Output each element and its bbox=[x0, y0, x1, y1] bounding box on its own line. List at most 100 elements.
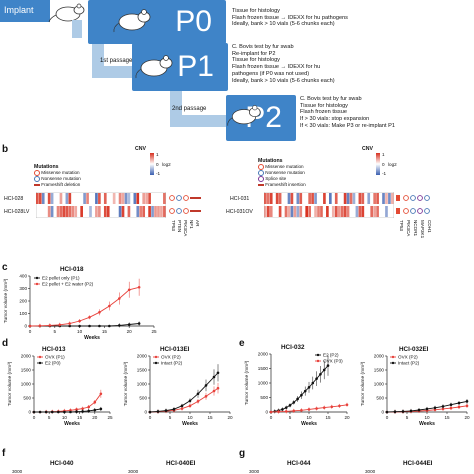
data-point bbox=[441, 407, 445, 411]
p1-bullet: Flash frozen tissue → IDEXX for hu bbox=[232, 64, 321, 71]
y-tick-label: 1000 bbox=[258, 381, 269, 386]
legend-label: OVX (P3) bbox=[323, 359, 343, 364]
series-line bbox=[149, 372, 219, 413]
data-point bbox=[137, 285, 141, 289]
y-tick-label: 1500 bbox=[137, 368, 148, 373]
cnv-cell bbox=[98, 206, 101, 217]
cnv-cell bbox=[296, 206, 300, 217]
mouse-icon bbox=[48, 3, 85, 23]
data-point bbox=[68, 322, 71, 325]
y-axis-label: Tumor volume (mm³) bbox=[244, 360, 250, 405]
data-point bbox=[401, 410, 405, 413]
gene-label: PIK3CA bbox=[406, 220, 411, 237]
p0-bullet: Tissue for histology bbox=[232, 8, 280, 14]
cnv-cell bbox=[127, 206, 131, 217]
cnv-cell bbox=[385, 206, 388, 217]
cnv-cell bbox=[340, 206, 344, 217]
p1-bullet: pathogens (if P0 was not used) bbox=[232, 70, 310, 77]
panel-letter: d bbox=[2, 338, 9, 349]
cnv-cell bbox=[59, 206, 63, 217]
cnv-cell bbox=[343, 206, 347, 217]
cnv-cell bbox=[136, 206, 140, 217]
cnv-cell bbox=[376, 193, 379, 204]
y-tick-label: 500 bbox=[260, 395, 268, 400]
frameshift-icon bbox=[34, 183, 40, 186]
mutations-title: Mutations bbox=[258, 158, 283, 164]
data-point bbox=[393, 410, 397, 414]
cnv-cell bbox=[139, 206, 143, 217]
data-point bbox=[127, 288, 131, 292]
panel-d: d HCI-013 0 500 1000 1500 2000 0 5 10 15 20 25 Week… bbox=[0, 338, 237, 426]
data-point bbox=[108, 304, 111, 308]
legend-marker bbox=[154, 355, 158, 359]
data-point bbox=[117, 324, 121, 327]
data-point bbox=[284, 410, 288, 413]
data-point bbox=[81, 407, 84, 410]
cnv-cell bbox=[343, 193, 347, 204]
x-tick-label: 5 bbox=[54, 329, 57, 334]
cnv-cell bbox=[296, 193, 300, 204]
panel-letter: g bbox=[239, 448, 246, 459]
data-point bbox=[98, 324, 101, 328]
legend-text: Missense mutation bbox=[41, 170, 80, 176]
gene-label: TP53 bbox=[171, 220, 176, 231]
row-label: HCI-031 bbox=[230, 196, 250, 202]
y-tick-label: 0 bbox=[265, 410, 268, 415]
cnv-cell bbox=[133, 193, 137, 204]
series-line bbox=[34, 393, 102, 413]
arrow-2nd-passage-h bbox=[170, 115, 226, 127]
cnv-cell bbox=[112, 193, 116, 204]
data-point bbox=[117, 297, 121, 300]
x-tick-label: 20 bbox=[344, 415, 350, 420]
cnv-cell bbox=[308, 193, 311, 204]
legend-marker bbox=[38, 355, 42, 359]
cnv-scale-bar bbox=[150, 153, 154, 175]
y-tick-label: 1500 bbox=[374, 368, 385, 373]
cnv-cell bbox=[266, 206, 270, 217]
data-point bbox=[307, 408, 311, 411]
x-tick-label: 10 bbox=[77, 329, 83, 334]
chart-title: HCI-013EI bbox=[160, 346, 190, 353]
mutations-title: Mutations bbox=[34, 164, 59, 170]
cnv-cell bbox=[337, 206, 341, 217]
frameshift-icon bbox=[258, 183, 264, 186]
x-tick-label: 20 bbox=[227, 415, 233, 420]
x-tick-label: 20 bbox=[464, 415, 470, 420]
cnv-cell bbox=[334, 206, 338, 217]
cnv-cell bbox=[361, 206, 365, 217]
data-point bbox=[172, 407, 176, 411]
y-tick-label: 400 bbox=[19, 274, 27, 279]
data-point bbox=[319, 373, 322, 376]
scale-mid: 0 bbox=[156, 162, 159, 167]
data-point bbox=[164, 409, 168, 412]
data-point bbox=[99, 392, 103, 396]
row-label: HCI-031OV bbox=[226, 209, 253, 215]
data-point bbox=[315, 407, 318, 410]
cnv-cell bbox=[373, 206, 376, 217]
data-point bbox=[93, 400, 97, 404]
cnv-cell bbox=[269, 193, 273, 204]
cnv-cell bbox=[74, 206, 78, 217]
cnv-cell bbox=[163, 193, 166, 204]
cnv-cell bbox=[329, 193, 332, 204]
panel-letter: b bbox=[2, 144, 9, 155]
cnv-cell bbox=[287, 206, 291, 217]
cnv-cell bbox=[68, 206, 72, 217]
series-line bbox=[30, 323, 140, 327]
p1-bullet: Tissue for histology bbox=[232, 57, 280, 64]
row-label: HCI-028 bbox=[4, 196, 24, 202]
data-point bbox=[326, 364, 330, 367]
x-axis-label: Weeks bbox=[64, 421, 80, 426]
cnv-cell bbox=[62, 206, 66, 217]
y-tick-label: 2000 bbox=[374, 354, 385, 359]
ytick-label: 3000 bbox=[365, 469, 376, 474]
data-point bbox=[69, 410, 72, 414]
mouse-icon bbox=[113, 9, 151, 33]
series-line bbox=[29, 286, 140, 327]
legend-text: Frameshift deletion bbox=[41, 182, 81, 187]
p1-label: P1 bbox=[177, 50, 214, 83]
cnv-cell bbox=[118, 193, 122, 204]
x-tick-label: 25 bbox=[107, 415, 113, 420]
y-axis-label: Tumor volume (mm³) bbox=[360, 361, 366, 406]
cnv-cell bbox=[121, 206, 125, 217]
